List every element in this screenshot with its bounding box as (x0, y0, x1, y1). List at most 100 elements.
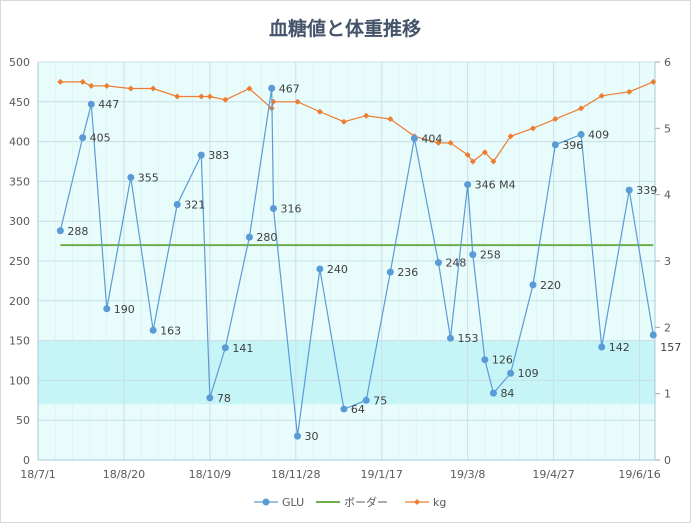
kg-point (363, 112, 370, 119)
glu-data-label: 280 (256, 231, 277, 244)
x-tick-label: 18/11/28 (271, 468, 320, 481)
glu-data-label: 404 (421, 132, 442, 145)
x-tick-label: 19/3/8 (450, 468, 485, 481)
kg-point (206, 93, 213, 100)
glu-point (56, 227, 64, 235)
glu-data-label: 75 (373, 394, 387, 407)
glu-point (206, 394, 214, 402)
kg-point (598, 92, 605, 99)
chart-title: 血糖値と体重推移 (269, 17, 421, 40)
glu-data-label: 220 (540, 279, 561, 292)
kg-point (246, 85, 253, 92)
glu-data-label: 78 (217, 392, 231, 405)
glu-point (149, 326, 157, 334)
glu-point (469, 251, 477, 259)
glu-point (316, 265, 324, 273)
glu-point (87, 100, 95, 108)
y-left-tick-label: 150 (9, 335, 30, 348)
glu-data-label: 109 (518, 367, 539, 380)
kg-point (507, 133, 514, 140)
glu-data-label: 153 (457, 332, 478, 345)
glu-data-label: 248 (445, 257, 466, 270)
glu-point (464, 181, 472, 189)
kg-point (387, 116, 394, 123)
glu-data-label: 142 (609, 341, 630, 354)
glu-data-label: 163 (160, 324, 181, 337)
glu-line (59, 88, 654, 437)
glu-data-label: 126 (492, 354, 513, 367)
y-left-tick-label: 0 (23, 454, 30, 467)
kg-point (626, 88, 633, 95)
legend-kg-marker (414, 499, 420, 505)
y-right-tick-label: 6 (664, 56, 671, 69)
x-tick-label: 19/4/27 (532, 468, 574, 481)
glu-point (268, 84, 276, 92)
glu-point (446, 334, 454, 342)
glu-point (269, 204, 277, 212)
kg-point (481, 149, 488, 156)
glu-point (340, 405, 348, 413)
glu-point (529, 281, 537, 289)
kg-point (578, 105, 585, 112)
glu-point (127, 173, 135, 181)
x-tick-label: 19/1/17 (361, 468, 403, 481)
glu-point (221, 344, 229, 352)
glu-point (245, 233, 253, 241)
glu-data-label: 346 M4 (475, 179, 516, 192)
glu-data-label: 141 (232, 342, 253, 355)
kg-point (552, 116, 559, 123)
kg-point (88, 82, 95, 89)
glu-data-label: 339 (636, 184, 657, 197)
y-right-tick-label: 2 (664, 321, 671, 334)
kg-point (650, 78, 657, 85)
legend-label: ボーダー (344, 495, 388, 509)
glu-data-label: 240 (327, 263, 348, 276)
glu-point (434, 259, 442, 267)
glu-data-label: 409 (588, 128, 609, 141)
glu-data-label: 405 (90, 132, 111, 145)
y-left-tick-label: 100 (9, 374, 30, 387)
y-left-tick-label: 400 (9, 136, 30, 149)
x-tick-label: 19/6/16 (618, 468, 660, 481)
kg-point (57, 78, 64, 85)
glu-data-label: 288 (67, 225, 88, 238)
glu-point (386, 268, 394, 276)
target-band (38, 340, 655, 405)
glu-point (649, 331, 657, 339)
glu-point (625, 186, 633, 194)
y-right-tick-label: 1 (664, 388, 671, 401)
kg-point (294, 98, 301, 105)
y-right-tick-label: 0 (664, 454, 671, 467)
kg-point (435, 139, 442, 146)
glu-data-label: 84 (500, 387, 514, 400)
y-left-tick-label: 200 (9, 295, 30, 308)
glu-point (481, 356, 489, 364)
kg-point (316, 108, 323, 115)
glu-data-label: 383 (208, 149, 229, 162)
y-left-tick-label: 50 (16, 414, 30, 427)
kg-point (150, 85, 157, 92)
glu-data-label: 30 (305, 430, 319, 443)
y-left-tick-label: 350 (9, 175, 30, 188)
glu-point (598, 343, 606, 351)
glu-point (551, 141, 559, 149)
y-left-tick-label: 300 (9, 215, 30, 228)
kg-point (469, 158, 476, 165)
glu-point (362, 396, 370, 404)
kg-point (79, 78, 86, 85)
glu-point (103, 305, 111, 313)
glu-data-label: 321 (184, 198, 205, 211)
kg-point (127, 85, 134, 92)
y-right-tick-label: 4 (664, 189, 671, 202)
kg-line (60, 81, 654, 163)
y-left-tick-label: 450 (9, 96, 30, 109)
kg-point (340, 118, 347, 125)
glu-point (173, 200, 181, 208)
y-left-tick-label: 250 (9, 255, 30, 268)
glu-data-label: 64 (351, 403, 365, 416)
y-right-tick-label: 5 (664, 122, 671, 135)
legend-glu-marker (262, 498, 270, 506)
legend: GLU ボーダー kg (254, 495, 446, 509)
kg-point (447, 139, 454, 146)
y-left-tick-label: 500 (9, 56, 30, 69)
